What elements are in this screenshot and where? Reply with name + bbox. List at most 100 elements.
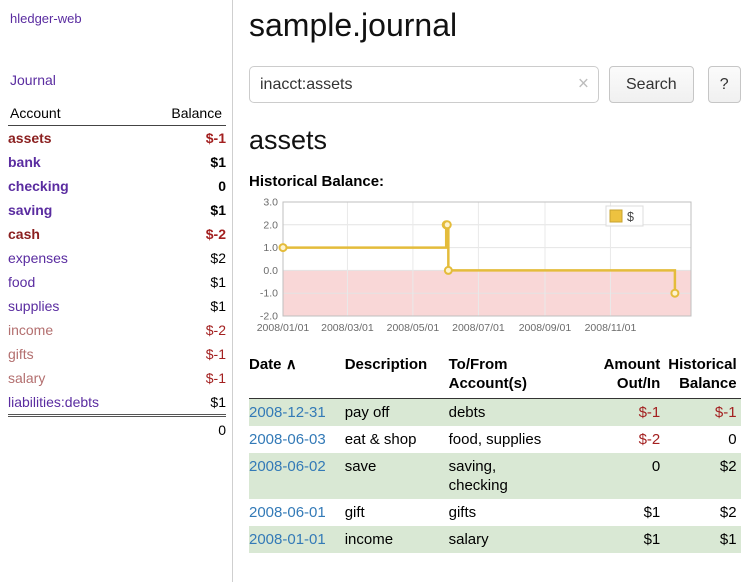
transaction-date-link[interactable]: 2008-06-03 bbox=[249, 431, 326, 448]
svg-text:3.0: 3.0 bbox=[263, 197, 278, 209]
svg-text:2.0: 2.0 bbox=[263, 219, 278, 231]
page-title: sample.journal bbox=[249, 7, 458, 43]
chart-legend: $ bbox=[605, 205, 644, 227]
sort-ascending-icon: ∧ bbox=[285, 356, 297, 373]
account-link-liabilities-debts[interactable]: liabilities:debts bbox=[8, 394, 100, 410]
transaction-date-link[interactable]: 2008-01-01 bbox=[249, 531, 326, 548]
account-balance: $-2 bbox=[205, 226, 226, 242]
search-input[interactable] bbox=[249, 66, 599, 103]
register-balance-cell: $2 bbox=[719, 504, 737, 521]
register-balance-cell: $1 bbox=[719, 531, 737, 548]
register-date-cell: 2008-06-01 bbox=[249, 499, 345, 526]
account-row: supplies $1 bbox=[8, 294, 226, 318]
register-header-date[interactable]: Date ∧ bbox=[249, 353, 345, 399]
account-balance: $1 bbox=[210, 202, 226, 218]
account-row: salary $-1 bbox=[8, 366, 226, 390]
register-amount-cell: $1 bbox=[643, 531, 661, 548]
register-amount-cell: $-2 bbox=[638, 431, 661, 448]
account-balance: $1 bbox=[210, 274, 226, 290]
transaction-date-link[interactable]: 2008-12-31 bbox=[249, 404, 326, 421]
clear-search-icon[interactable]: × bbox=[577, 73, 589, 95]
register-header-amount: Amount Out/In bbox=[598, 353, 669, 399]
account-row: saving $1 bbox=[8, 198, 226, 222]
register-balance-cell: 0 bbox=[728, 431, 737, 448]
account-balance: $-1 bbox=[205, 346, 226, 362]
register-accounts-cell: food, supplies bbox=[448, 431, 542, 448]
account-name-cell: checking bbox=[8, 174, 142, 198]
transaction-date-link[interactable]: 2008-06-01 bbox=[249, 504, 326, 521]
account-link-cash[interactable]: cash bbox=[8, 226, 40, 242]
register-accounts-cell: salary bbox=[448, 531, 489, 548]
section-title: assets bbox=[249, 125, 328, 155]
register-row: 2008-12-31 pay off debts $-1 $-1 bbox=[249, 398, 741, 426]
svg-text:2008/11/01: 2008/11/01 bbox=[585, 322, 637, 334]
svg-text:2008/09/01: 2008/09/01 bbox=[519, 322, 572, 334]
register-row: 2008-06-02 save saving, checking 0 $2 bbox=[249, 453, 741, 499]
register-row: 2008-01-01 income salary $1 $1 bbox=[249, 526, 741, 553]
svg-text:-2.0: -2.0 bbox=[260, 311, 278, 323]
account-link-gifts[interactable]: gifts bbox=[8, 346, 34, 362]
account-link-salary[interactable]: salary bbox=[8, 370, 46, 386]
account-balance: $-1 bbox=[205, 130, 226, 146]
account-link-expenses[interactable]: expenses bbox=[8, 250, 68, 266]
sidebar: hledger-web Journal Account Balance asse… bbox=[0, 0, 233, 582]
search-button[interactable]: Search bbox=[609, 66, 694, 103]
accounts-table-body: assets $-1 bank $1 checking 0 saving $1 cash $-2 e… bbox=[8, 126, 226, 416]
account-name-cell: expenses bbox=[8, 246, 142, 270]
search-bar: × Search ? bbox=[249, 66, 741, 103]
account-row: bank $1 bbox=[8, 150, 226, 174]
svg-text:0.0: 0.0 bbox=[263, 265, 278, 277]
accounts-header-balance: Balance bbox=[142, 103, 226, 126]
account-balance: $2 bbox=[210, 250, 226, 266]
account-balance: $-1 bbox=[205, 370, 226, 386]
account-link-food[interactable]: food bbox=[8, 274, 36, 290]
register-description-cell: income bbox=[344, 531, 394, 548]
register-header-row: Date ∧ Description To/From Account(s) Am… bbox=[249, 353, 741, 399]
account-name-cell: food bbox=[8, 270, 142, 294]
sidebar-nav: Journal bbox=[8, 26, 226, 88]
accounts-header-row: Account Balance bbox=[8, 103, 226, 126]
account-balance: 0 bbox=[218, 178, 226, 194]
sidebar-item-journal[interactable]: Journal bbox=[10, 72, 56, 88]
register-date-cell: 2008-01-01 bbox=[249, 526, 345, 553]
account-link-bank[interactable]: bank bbox=[8, 154, 41, 170]
register-date-cell: 2008-06-03 bbox=[249, 426, 345, 453]
svg-text:2008/03/01: 2008/03/01 bbox=[321, 322, 374, 334]
account-balance: $-2 bbox=[205, 322, 226, 338]
svg-text:$: $ bbox=[627, 210, 634, 224]
register-header-balance: Historical Balance bbox=[668, 353, 741, 399]
register-amount-cell: $-1 bbox=[638, 404, 661, 421]
register-date-cell: 2008-06-02 bbox=[249, 453, 345, 499]
account-balance: $1 bbox=[210, 154, 226, 170]
account-name-cell: gifts bbox=[8, 342, 142, 366]
account-balance: $1 bbox=[210, 394, 226, 410]
account-link-assets[interactable]: assets bbox=[8, 130, 52, 146]
account-name-cell: income bbox=[8, 318, 142, 342]
account-row: assets $-1 bbox=[8, 126, 226, 151]
register-table-body: 2008-12-31 pay off debts $-1 $-1 2008-06-03 ea… bbox=[249, 398, 741, 553]
account-name-cell: supplies bbox=[8, 294, 142, 318]
account-link-income[interactable]: income bbox=[8, 322, 54, 338]
account-row: liabilities:debts $1 bbox=[8, 390, 226, 416]
chart-title: Historical Balance: bbox=[249, 173, 385, 190]
account-row: gifts $-1 bbox=[8, 342, 226, 366]
register-amount-cell: 0 bbox=[651, 458, 661, 475]
accounts-total-row: 0 bbox=[8, 414, 226, 442]
account-balance: $1 bbox=[210, 298, 226, 314]
svg-text:1.0: 1.0 bbox=[263, 242, 278, 254]
account-row: food $1 bbox=[8, 270, 226, 294]
app-title-link[interactable]: hledger-web bbox=[10, 11, 82, 26]
account-link-checking[interactable]: checking bbox=[8, 178, 69, 194]
register-row: 2008-06-01 gift gifts $1 $2 bbox=[249, 499, 741, 526]
accounts-total-balance: 0 bbox=[142, 414, 226, 442]
register-description-cell: gift bbox=[344, 504, 365, 521]
help-button[interactable]: ? bbox=[707, 66, 741, 103]
register-amount-cell: $1 bbox=[643, 504, 661, 521]
account-name-cell: cash bbox=[8, 222, 142, 246]
register-balance-cell: $2 bbox=[719, 458, 737, 475]
account-row: checking 0 bbox=[8, 174, 226, 198]
transaction-date-link[interactable]: 2008-06-02 bbox=[249, 458, 326, 475]
account-link-supplies[interactable]: supplies bbox=[8, 298, 60, 314]
account-name-cell: assets bbox=[8, 126, 142, 151]
account-link-saving[interactable]: saving bbox=[8, 202, 53, 218]
